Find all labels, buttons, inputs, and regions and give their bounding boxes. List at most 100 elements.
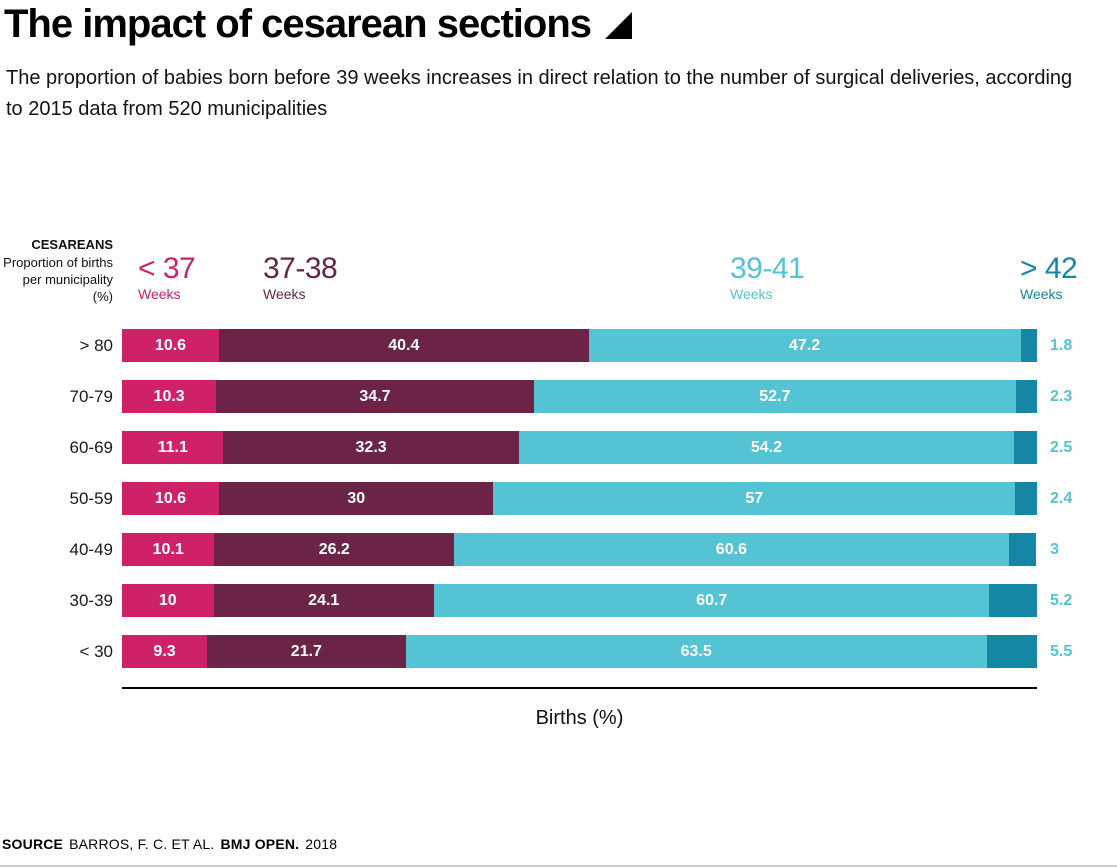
legend-range-label: 39-41 <box>730 252 805 285</box>
segment-37-38-weeks: 30 <box>218 482 494 515</box>
legend-range-label: > 42 <box>1020 252 1078 285</box>
chart-rows: > 80 10.6 40.4 47.2 1.8 70-79 10.3 34.7 52.7 2.3 6… <box>0 329 1117 686</box>
stacked-bar: 11.1 32.3 54.2 2.5 <box>122 431 1072 464</box>
source-year: 2018 <box>305 836 338 852</box>
source-label: SOURCE <box>2 836 64 852</box>
x-axis-line <box>122 687 1037 689</box>
legend-range-label: 37-38 <box>263 252 338 285</box>
bar-row: 40-49 10.1 26.2 60.6 3 <box>0 533 1117 566</box>
segment-37-38-weeks: 24.1 <box>213 584 434 617</box>
segment-39-41-weeks: 60.7 <box>434 584 990 617</box>
segment-value-outside: 2.5 <box>1050 438 1073 456</box>
segment-gt-42-weeks <box>986 635 1037 668</box>
segment-value: 24.1 <box>308 591 340 609</box>
segment-value: 10.6 <box>154 489 187 507</box>
segment-gt-42-weeks <box>1015 380 1037 413</box>
segment-value: 54.2 <box>750 438 782 456</box>
segment-value-outside: 2.3 <box>1050 387 1073 405</box>
bar-row: < 30 9.3 21.7 63.5 5.5 <box>0 635 1117 668</box>
segment-lt-37-weeks: 10.6 <box>122 329 219 362</box>
source-authors: BARROS, F. C. ET AL. <box>69 836 215 852</box>
category-label: 70-79 <box>69 386 113 406</box>
x-axis-label: Births (%) <box>535 707 624 729</box>
segment-value-outside: 1.8 <box>1050 336 1073 354</box>
legend-item-39-41-weeks: 39-41 Weeks <box>730 252 805 302</box>
source-line: SOURCE BARROS, F. C. ET AL. BMJ OPEN. 2018 <box>2 836 343 852</box>
stacked-bar: 10.6 40.4 47.2 1.8 <box>122 329 1072 362</box>
triangle-icon <box>605 12 633 39</box>
segment-37-38-weeks: 26.2 <box>214 533 455 566</box>
category-label: 60-69 <box>69 437 113 457</box>
legend-item-gt-42-weeks: > 42 Weeks <box>1020 252 1078 302</box>
category-label: 30-39 <box>69 590 113 610</box>
legend-unit-label: Weeks <box>730 286 773 302</box>
segment-value: 60.6 <box>715 540 747 558</box>
segment-lt-37-weeks: 10.1 <box>122 533 215 566</box>
segment-gt-42-weeks <box>1015 482 1037 515</box>
segment-value: 34.7 <box>359 387 391 405</box>
segment-value-outside: 2.4 <box>1050 489 1073 507</box>
y-axis-heading: CESAREANS <box>31 237 113 252</box>
segment-37-38-weeks: 21.7 <box>207 635 406 668</box>
segment-39-41-weeks: 63.5 <box>405 635 987 668</box>
segment-value: 60.7 <box>696 591 728 609</box>
segment-value: 10 <box>158 591 177 609</box>
bar-row: 70-79 10.3 34.7 52.7 2.3 <box>0 380 1117 413</box>
category-label: 40-49 <box>69 539 113 559</box>
stacked-bar: 10.6 30 57 2.4 <box>122 482 1072 515</box>
title-row: The impact of cesarean sections <box>4 2 633 46</box>
category-label: < 30 <box>79 641 113 661</box>
segment-value: 26.2 <box>318 540 350 558</box>
legend-unit-label: Weeks <box>138 286 181 302</box>
segment-gt-42-weeks <box>1008 533 1037 566</box>
segment-value: 63.5 <box>680 642 712 660</box>
segment-value: 47.2 <box>789 336 821 354</box>
segment-value-outside: 3 <box>1050 540 1059 558</box>
legend-item-37-38-weeks: 37-38 Weeks <box>263 252 338 302</box>
segment-value: 30 <box>347 489 366 507</box>
segment-value-outside: 5.2 <box>1050 591 1073 609</box>
subtitle: The proportion of babies born before 39 … <box>6 67 1073 120</box>
segment-value: 32.3 <box>355 438 387 456</box>
legend-item-lt-37-weeks: < 37 Weeks <box>138 252 196 302</box>
segment-value-outside: 5.5 <box>1050 642 1073 660</box>
source-journal: BMJ OPEN. <box>220 836 300 852</box>
bar-row: > 80 10.6 40.4 47.2 1.8 <box>0 329 1117 362</box>
legend-range-label: < 37 <box>138 252 196 285</box>
segment-lt-37-weeks: 10.6 <box>122 482 219 515</box>
y-axis-subheading: Proportion of births per municipality (%… <box>3 255 113 304</box>
page-title: The impact of cesarean sections <box>4 2 592 46</box>
segment-lt-37-weeks: 10 <box>122 584 214 617</box>
segment-value: 52.7 <box>759 387 791 405</box>
segment-37-38-weeks: 32.3 <box>223 431 519 464</box>
segment-gt-42-weeks <box>1020 329 1037 362</box>
legend: < 37 Weeks 37-38 Weeks 39-41 Weeks > 42 Weeks <box>0 252 1117 314</box>
segment-value: 11.1 <box>157 438 188 456</box>
segment-value: 57 <box>745 489 764 507</box>
category-label: 50-59 <box>69 488 113 508</box>
segment-value: 10.3 <box>153 387 185 405</box>
segment-lt-37-weeks: 10.3 <box>122 380 217 413</box>
stacked-bar: 10 24.1 60.7 5.2 <box>122 584 1072 617</box>
bar-row: 30-39 10 24.1 60.7 5.2 <box>0 584 1117 617</box>
y-axis-title: CESAREANS Proportion of births per munic… <box>0 237 113 306</box>
segment-gt-42-weeks <box>989 584 1037 617</box>
stacked-bar: 10.1 26.2 60.6 3 <box>122 533 1059 566</box>
stacked-bar: 9.3 21.7 63.5 5.5 <box>122 635 1072 668</box>
segment-lt-37-weeks: 11.1 <box>122 431 224 464</box>
segment-value: 10.6 <box>154 336 187 354</box>
segment-39-41-weeks: 60.6 <box>454 533 1009 566</box>
segment-value: 21.7 <box>290 642 322 660</box>
stacked-bar: 10.3 34.7 52.7 2.3 <box>122 380 1072 413</box>
segment-value: 10.1 <box>152 540 184 558</box>
segment-gt-42-weeks <box>1014 431 1038 464</box>
bottom-divider <box>0 865 1117 867</box>
segment-value: 9.3 <box>153 642 176 660</box>
bar-row: 60-69 11.1 32.3 54.2 2.5 <box>0 431 1117 464</box>
segment-39-41-weeks: 47.2 <box>588 329 1021 362</box>
bar-row: 50-59 10.6 30 57 2.4 <box>0 482 1117 515</box>
segment-37-38-weeks: 34.7 <box>216 380 534 413</box>
segment-39-41-weeks: 54.2 <box>518 431 1015 464</box>
category-label: > 80 <box>79 335 113 355</box>
